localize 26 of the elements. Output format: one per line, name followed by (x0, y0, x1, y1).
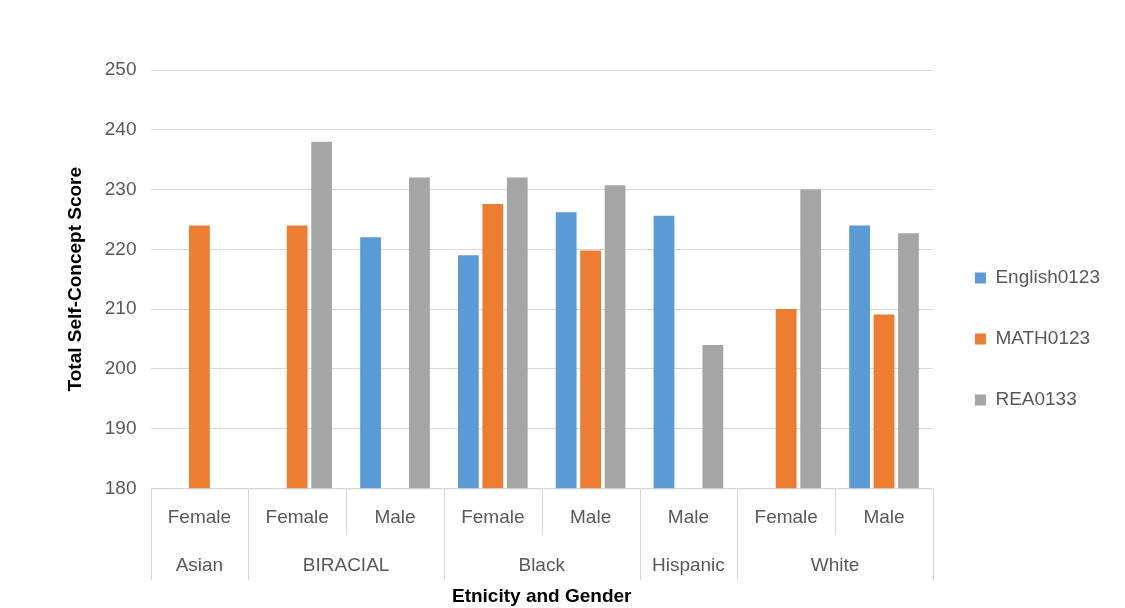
y-tick-label: 180 (104, 476, 137, 498)
y-tick-label: 250 (104, 58, 137, 80)
text: Hispanic (651, 553, 725, 575)
legend-label: MATH0123 (995, 327, 1091, 349)
text: Black (518, 553, 566, 575)
y-tick-label: 210 (104, 297, 137, 319)
x-tick-label: Male (374, 506, 416, 528)
legend-label: English0123 (995, 266, 1101, 288)
y-tick-label: 190 (104, 416, 137, 438)
x-tick-label: Female (265, 506, 329, 528)
text: Asian (175, 553, 224, 575)
x-tick-label: Male (667, 506, 710, 528)
x-tick-label: Male (863, 506, 905, 528)
x-axis-title: Etnicity and Gender (451, 584, 633, 606)
y-tick-label: 240 (104, 118, 137, 140)
x-tick-label: Male (570, 506, 612, 528)
y-axis-title: Total Self-Concept Score (63, 166, 85, 392)
text: White (810, 553, 860, 575)
y-tick-label: 230 (104, 177, 137, 199)
text: BIRACIAL (302, 553, 390, 575)
x-tick-label: Female (754, 506, 818, 528)
legend-label: REA0133 (995, 388, 1077, 410)
y-tick-label: 220 (104, 237, 137, 259)
y-tick-label: 200 (104, 357, 137, 379)
x-tick-label: Female (167, 506, 232, 528)
x-tick-label: Female (461, 506, 525, 528)
